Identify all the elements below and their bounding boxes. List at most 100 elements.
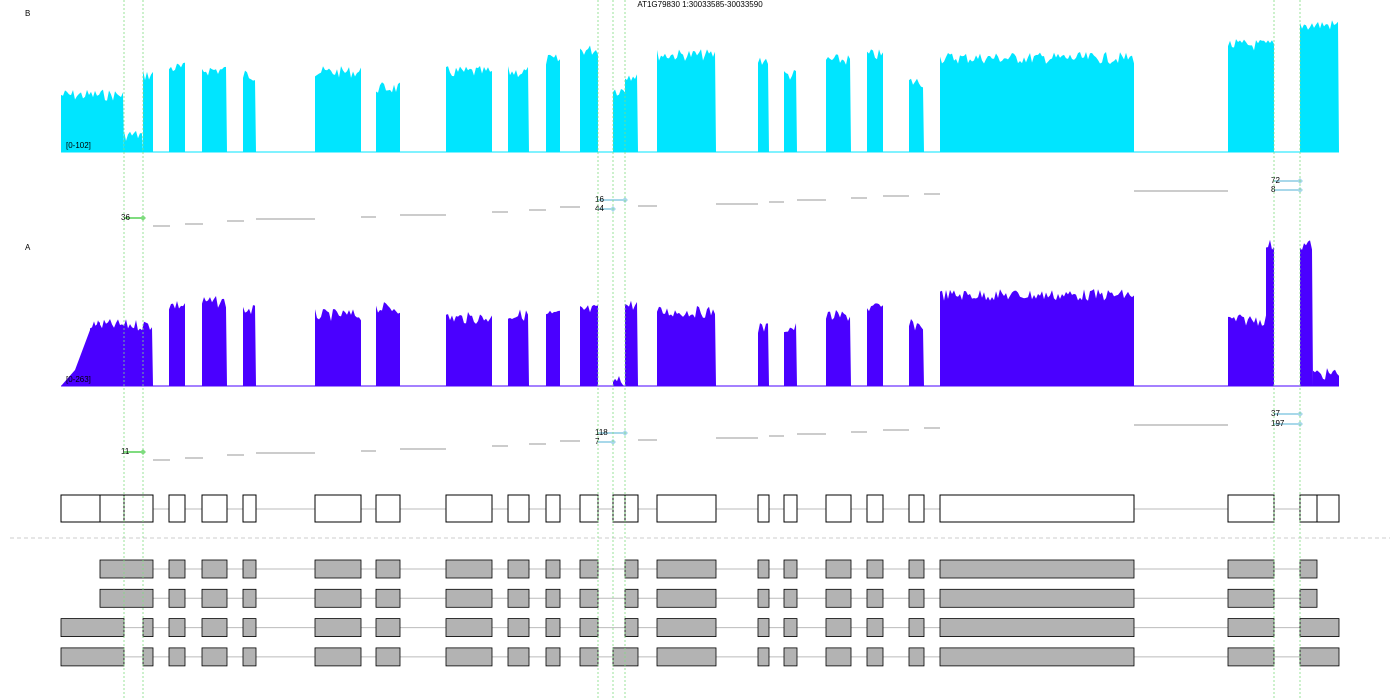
exon xyxy=(99,494,125,523)
junction-count: 16 xyxy=(595,195,604,204)
exon xyxy=(201,559,228,579)
exon xyxy=(866,618,884,637)
exon xyxy=(624,559,639,579)
exon xyxy=(60,647,125,667)
exon xyxy=(612,494,626,523)
exon xyxy=(1299,494,1318,523)
junction-count: 118 xyxy=(595,428,608,437)
exon xyxy=(908,559,925,579)
exon xyxy=(375,494,401,523)
exon xyxy=(825,618,852,637)
exon xyxy=(242,647,257,667)
exon xyxy=(314,559,362,579)
exon xyxy=(314,588,362,608)
exon xyxy=(825,494,852,523)
exon xyxy=(60,494,101,523)
junction-count: 37 xyxy=(1271,409,1280,418)
exon xyxy=(314,618,362,637)
exon xyxy=(866,647,884,667)
junction-count: 197 xyxy=(1271,419,1285,428)
exon xyxy=(201,588,228,608)
exon xyxy=(1299,588,1318,608)
exon xyxy=(168,647,186,667)
exon xyxy=(201,647,228,667)
exon xyxy=(445,618,493,637)
exon xyxy=(507,647,530,667)
exon xyxy=(242,618,257,637)
exon xyxy=(242,559,257,579)
exon xyxy=(375,588,401,608)
exon xyxy=(757,647,770,667)
exon xyxy=(783,494,798,523)
exon xyxy=(168,559,186,579)
coverage xyxy=(61,20,1339,153)
exon xyxy=(507,588,530,608)
exon xyxy=(579,618,599,637)
junction-count: 8 xyxy=(1271,185,1276,194)
exon xyxy=(939,588,1135,608)
exon xyxy=(757,559,770,579)
exon xyxy=(1227,588,1275,608)
exon xyxy=(142,618,154,637)
exon xyxy=(168,618,186,637)
exon xyxy=(507,559,530,579)
exon xyxy=(1227,618,1275,637)
exon xyxy=(624,588,639,608)
junction-count: 11 xyxy=(121,447,130,456)
coverage-ramp xyxy=(61,322,100,386)
exon xyxy=(908,494,925,523)
exon xyxy=(1227,559,1275,579)
exon xyxy=(579,559,599,579)
exon xyxy=(545,494,561,523)
exon xyxy=(545,647,561,667)
exon xyxy=(939,618,1135,637)
exon xyxy=(445,647,493,667)
exon xyxy=(908,618,925,637)
exon xyxy=(825,588,852,608)
exon xyxy=(783,559,798,579)
exon xyxy=(612,647,639,667)
coverage xyxy=(90,239,1339,386)
exon xyxy=(242,588,257,608)
exon xyxy=(168,494,186,523)
exon xyxy=(656,618,717,637)
exon xyxy=(939,559,1135,579)
exon xyxy=(545,559,561,579)
exon xyxy=(99,559,154,579)
exon xyxy=(656,494,717,523)
exon xyxy=(656,647,717,667)
exon xyxy=(783,588,798,608)
title: AT1G79830 1:30033585-30033590 xyxy=(637,0,763,9)
exon xyxy=(624,618,639,637)
exon xyxy=(656,588,717,608)
exon xyxy=(579,647,599,667)
exon xyxy=(825,559,852,579)
exon xyxy=(314,647,362,667)
exon xyxy=(445,588,493,608)
exon xyxy=(201,618,228,637)
exon xyxy=(168,588,186,608)
exon xyxy=(908,647,925,667)
exon xyxy=(908,588,925,608)
exon xyxy=(1316,494,1340,523)
range-label: [0-102] xyxy=(66,141,91,150)
exon xyxy=(445,494,493,523)
exon xyxy=(783,647,798,667)
exon xyxy=(866,559,884,579)
exon xyxy=(445,559,493,579)
exon xyxy=(507,494,530,523)
exon xyxy=(757,618,770,637)
exon xyxy=(579,588,599,608)
exon xyxy=(939,647,1135,667)
exon xyxy=(783,618,798,637)
junction-count: 72 xyxy=(1271,176,1280,185)
exon xyxy=(624,494,639,523)
track-label: B xyxy=(25,9,30,18)
track-label: A xyxy=(25,243,31,252)
exon xyxy=(1227,647,1275,667)
exon xyxy=(375,647,401,667)
exon xyxy=(757,588,770,608)
exon xyxy=(1299,618,1340,637)
exon xyxy=(375,559,401,579)
